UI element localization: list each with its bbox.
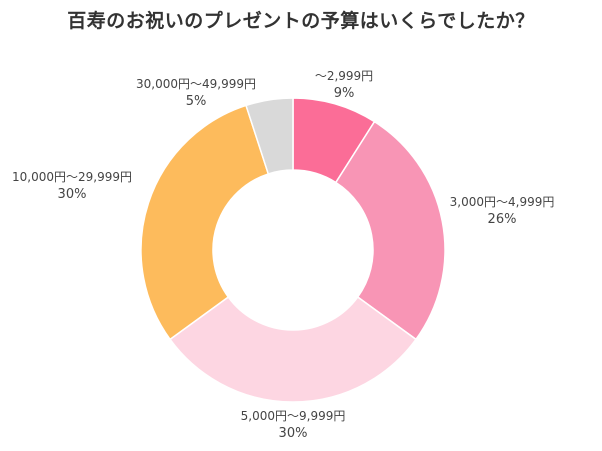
slice-label: ～2,999円 9% [315, 69, 373, 101]
slice-category-label: 10,000円～29,999円 [12, 170, 132, 184]
slice-label: 10,000円～29,999円 30% [12, 170, 132, 202]
slice-label: 30,000円～49,999円 5% [136, 77, 256, 109]
slice-value-label: 30% [58, 187, 87, 202]
slice-category-label: 5,000円～9,999円 [241, 409, 346, 423]
slice-category-label: ～2,999円 [315, 69, 373, 83]
donut-hole [213, 170, 373, 330]
slice-label: 5,000円～9,999円 30% [241, 409, 346, 441]
slice-category-label: 30,000円～49,999円 [136, 77, 256, 91]
slice-value-label: 5% [186, 94, 207, 109]
slice-category-label: 3,000円～4,999円 [450, 195, 555, 209]
slice-value-label: 30% [279, 426, 308, 441]
slice-label: 3,000円～4,999円 26% [450, 195, 555, 227]
slice-value-label: 26% [488, 212, 517, 227]
chart-title: 百寿のお祝いのプレゼントの予算はいくらでしたか？ [67, 10, 535, 32]
slice-value-label: 9% [334, 86, 355, 101]
